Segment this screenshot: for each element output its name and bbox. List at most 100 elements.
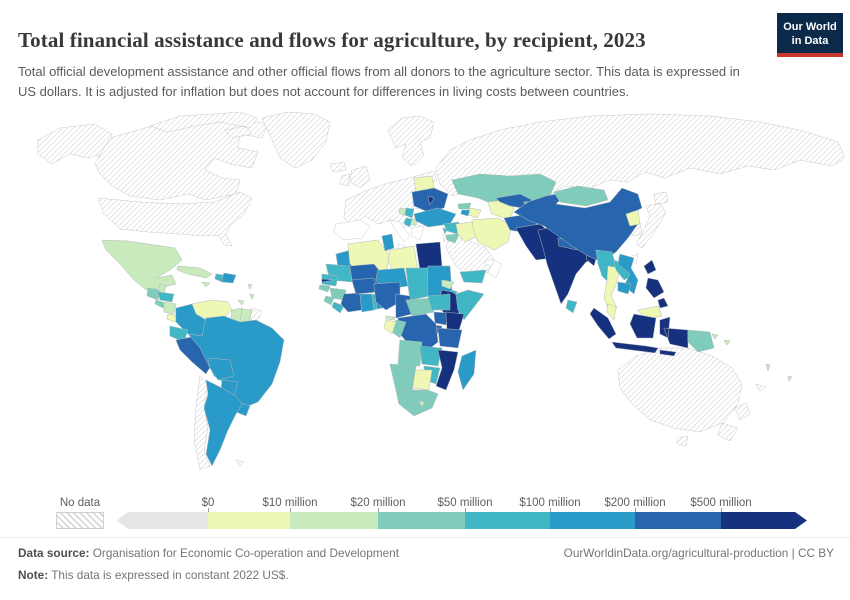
legend-bin-1[interactable] (208, 512, 290, 529)
country-north-korea[interactable] (625, 209, 641, 227)
country-alaska[interactable] (37, 123, 113, 165)
legend-bin-4[interactable] (465, 512, 550, 529)
country-sri-lanka[interactable] (565, 299, 578, 314)
country-iberia[interactable] (333, 219, 371, 241)
country-greece[interactable] (411, 225, 425, 241)
country-dominican-republic[interactable] (221, 272, 237, 284)
country-guatemala[interactable] (146, 287, 161, 301)
country-united-states[interactable] (97, 191, 253, 247)
country-mexico[interactable] (101, 239, 183, 291)
country-liberia[interactable] (331, 301, 345, 314)
country-tunisia[interactable] (381, 233, 395, 252)
legend-bin-7[interactable] (721, 512, 795, 529)
country-guinea-bissau[interactable] (318, 284, 331, 293)
country-south-africa[interactable] (395, 389, 439, 417)
country-japan[interactable] (635, 191, 669, 249)
country-zambia[interactable] (419, 345, 443, 367)
country-uae[interactable] (484, 259, 495, 267)
country-jordan[interactable] (445, 233, 460, 244)
country-ghana[interactable] (359, 293, 375, 313)
page-title: Total financial assistance and flows for… (18, 28, 646, 53)
country-iraq[interactable] (455, 221, 479, 243)
data-source-line: Data source: Organisation for Economic C… (18, 546, 399, 560)
country-bosnia[interactable] (398, 207, 407, 217)
legend-tick-3: $50 million (437, 497, 493, 509)
no-data-swatch[interactable] (56, 512, 104, 529)
country-new-zealand[interactable] (717, 402, 751, 442)
country-south-sudan[interactable] (427, 293, 451, 311)
country-el-salvador[interactable] (154, 299, 167, 309)
country-mongolia[interactable] (553, 185, 609, 207)
country-sierra-leone[interactable] (323, 295, 335, 306)
country-lebanon[interactable] (442, 227, 448, 235)
country-scandinavia[interactable] (387, 115, 435, 167)
country-oman[interactable] (487, 259, 503, 279)
country-tasmania[interactable] (676, 435, 689, 447)
legend-tickmark (290, 508, 291, 512)
data-source-label: Data source: (18, 546, 90, 560)
country-iceland[interactable] (329, 161, 347, 173)
country-mozambique[interactable] (435, 349, 459, 391)
country-trinidad[interactable] (237, 299, 245, 306)
country-uganda[interactable] (433, 311, 449, 326)
country-ireland[interactable] (339, 173, 351, 187)
country-vietnam[interactable] (617, 253, 639, 295)
country-iran[interactable] (471, 217, 513, 251)
country-moldova[interactable] (427, 195, 435, 206)
country-united-kingdom[interactable] (349, 165, 371, 189)
country-libya[interactable] (387, 245, 419, 275)
country-brazil[interactable] (187, 315, 285, 409)
country-solomon-islands[interactable] (711, 333, 731, 346)
country-nigeria[interactable] (373, 281, 401, 311)
country-honduras[interactable] (157, 291, 175, 303)
legend-bin-5[interactable] (550, 512, 635, 529)
country-philippines[interactable] (643, 259, 669, 309)
country-western-europe[interactable] (343, 170, 438, 231)
country-papua-new-guinea[interactable] (687, 329, 715, 353)
country-costa-rica[interactable] (166, 313, 179, 323)
country-armenia[interactable] (460, 209, 471, 217)
country-cambodia[interactable] (617, 281, 632, 295)
country-argentina[interactable] (203, 379, 243, 467)
country-eritrea[interactable] (441, 279, 455, 290)
country-gambia[interactable] (321, 278, 335, 283)
footer-divider (0, 537, 850, 538)
country-tanzania[interactable] (437, 327, 463, 349)
legend-bin-zero[interactable] (128, 512, 208, 529)
country-namibia[interactable] (389, 363, 417, 393)
country-cote-divoire[interactable] (340, 292, 363, 313)
country-nicaragua[interactable] (163, 301, 177, 315)
country-azerbaijan[interactable] (468, 207, 482, 219)
country-indonesia[interactable] (589, 307, 689, 357)
country-jamaica[interactable] (201, 281, 211, 288)
country-serbia[interactable] (404, 207, 415, 219)
legend-bin-3[interactable] (378, 512, 465, 529)
country-new-caledonia[interactable] (755, 383, 767, 392)
note-label: Note: (18, 568, 49, 582)
legend-bin-2[interactable] (290, 512, 378, 529)
country-israel[interactable] (442, 233, 447, 243)
country-angola[interactable] (397, 339, 423, 367)
country-georgia[interactable] (457, 202, 472, 210)
country-vanuatu-fiji[interactable] (765, 363, 793, 382)
country-lesotho[interactable] (418, 400, 426, 408)
owid-link[interactable]: OurWorldinData.org/agricultural-producti… (563, 546, 834, 560)
country-chad[interactable] (405, 267, 431, 301)
country-lesser-antilles[interactable] (247, 283, 255, 300)
legend-bin-6[interactable] (635, 512, 721, 529)
country-falkland-islands[interactable] (235, 459, 245, 467)
country-greenland[interactable] (261, 111, 331, 169)
country-yemen[interactable] (459, 269, 487, 284)
country-gabon[interactable] (383, 319, 397, 335)
country-saudi-arabia[interactable] (445, 235, 495, 279)
country-somalia[interactable] (455, 289, 485, 321)
country-australia[interactable] (617, 347, 743, 433)
country-madagascar[interactable] (457, 349, 477, 391)
country-cuba[interactable] (176, 265, 213, 279)
country-bolivia[interactable] (207, 357, 235, 381)
owid-logo[interactable]: Our World in Data (777, 13, 843, 57)
country-equatorial-guinea[interactable] (385, 315, 396, 321)
country-chile[interactable] (193, 375, 211, 471)
country-albania[interactable] (403, 217, 413, 228)
country-canadian-arctic[interactable] (149, 111, 259, 139)
